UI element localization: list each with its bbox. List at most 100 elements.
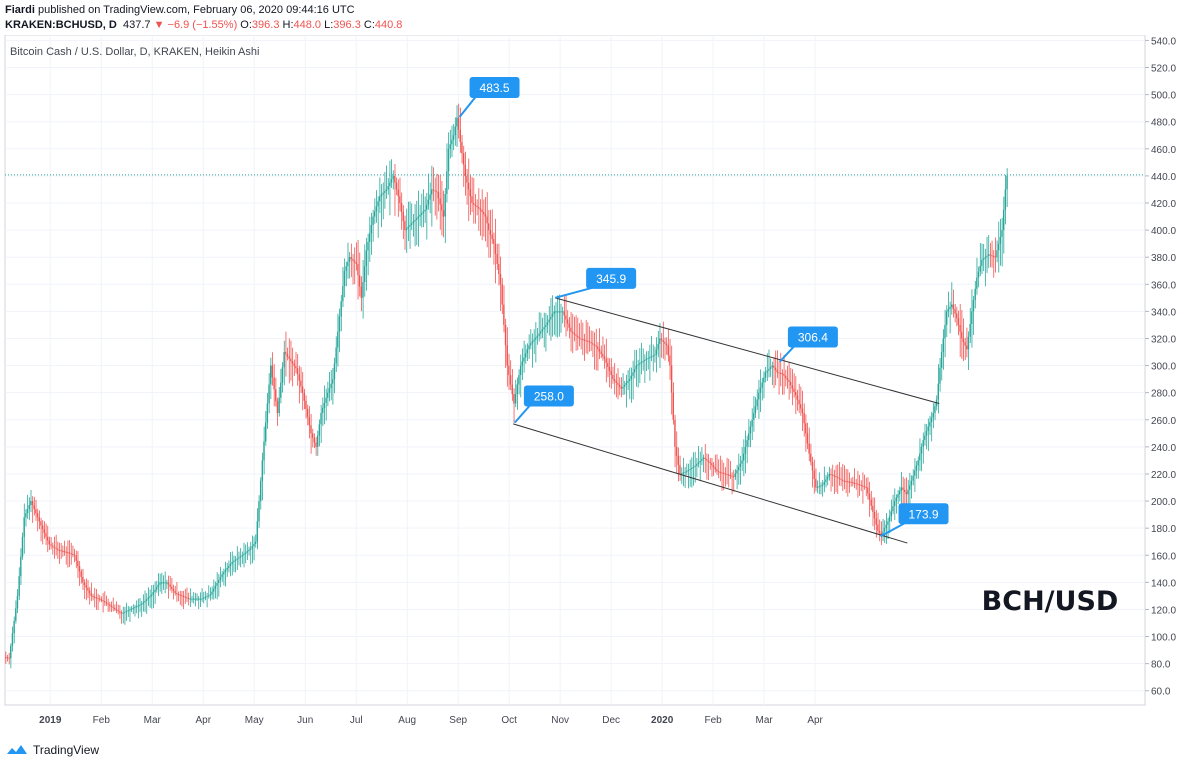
- candle-body: [966, 345, 968, 350]
- candle-body: [449, 144, 451, 149]
- candle-body: [221, 574, 223, 578]
- candle-body: [779, 372, 782, 374]
- plot-frame: [4, 35, 1146, 706]
- candle-body: [984, 257, 986, 259]
- candle-body: [654, 354, 656, 356]
- price-callout-258.0: 258.0: [514, 385, 574, 424]
- candle-body: [373, 211, 376, 217]
- candle-body: [172, 588, 175, 592]
- y-tick-label-11: 280.0: [1151, 389, 1176, 400]
- candle-body: [607, 362, 609, 367]
- candle-body: [214, 585, 217, 589]
- candle-body: [11, 633, 14, 646]
- candle-body: [749, 426, 752, 434]
- candle-body: [105, 602, 108, 604]
- candle-body: [241, 555, 243, 557]
- candle-body: [788, 379, 790, 382]
- candle-body: [51, 545, 54, 547]
- callouts: 483.5 345.9 258.0 306.4 173.9: [458, 76, 949, 538]
- callout-box: [898, 503, 949, 525]
- candle-body: [429, 194, 431, 200]
- candle-body: [50, 544, 52, 546]
- candle-body: [78, 566, 81, 572]
- callout-pointer: [554, 286, 593, 299]
- candle-body: [342, 285, 344, 302]
- y-tick-label-8: 220.0: [1151, 470, 1176, 481]
- candle-body: [394, 175, 396, 183]
- candle-body: [176, 593, 178, 595]
- candle-body: [592, 343, 594, 345]
- candle-body: [982, 258, 985, 260]
- candle-body: [424, 209, 426, 212]
- candle-body: [493, 239, 495, 244]
- footer-brand[interactable]: TradingView: [33, 743, 100, 757]
- down-arrow-icon: ▼: [153, 19, 165, 31]
- candle-body: [987, 254, 990, 256]
- candle-body: [538, 333, 540, 336]
- price-chart[interactable]: Bitcoin Cash / U.S. Dollar, D, KRAKEN, H…: [0, 35, 1200, 740]
- candle-body: [196, 598, 198, 600]
- candle-body: [53, 546, 56, 548]
- price-callout-483.5: 483.5: [458, 76, 520, 118]
- candle-body: [855, 483, 857, 485]
- candle-body: [590, 342, 592, 344]
- candle-body: [558, 311, 560, 313]
- candle-body: [409, 225, 411, 227]
- candle-body: [907, 489, 909, 495]
- candle-body: [565, 315, 567, 320]
- candle-body: [333, 363, 336, 380]
- candle-body: [461, 142, 463, 154]
- candle-body: [957, 318, 960, 325]
- candle-body: [211, 591, 213, 595]
- candle-body: [171, 586, 173, 589]
- candle-body: [157, 584, 160, 588]
- candle-body: [471, 196, 473, 203]
- candle-body: [551, 314, 554, 317]
- candle-body: [615, 381, 617, 383]
- candle-body: [947, 309, 950, 312]
- candle-body: [509, 375, 512, 385]
- candle-body: [67, 552, 69, 554]
- candle-body: [305, 400, 307, 409]
- tradingview-logo-icon: [7, 745, 27, 754]
- candle-body: [264, 422, 267, 442]
- candle-body: [120, 612, 123, 614]
- candle-body: [875, 518, 877, 525]
- candle-body: [994, 256, 997, 258]
- candle-body: [88, 590, 91, 594]
- candle-body: [845, 481, 847, 483]
- candle-body: [774, 367, 777, 371]
- candle-body: [90, 593, 92, 596]
- candle-body: [746, 440, 748, 447]
- close-label: C:: [363, 19, 375, 31]
- candle-body: [662, 340, 664, 342]
- candle-body: [712, 465, 715, 468]
- candle-body: [805, 423, 807, 434]
- candle-body: [432, 189, 435, 191]
- candle-body: [298, 374, 300, 381]
- author-name[interactable]: Fiardi: [5, 4, 35, 16]
- candle-body: [263, 441, 265, 461]
- candle-body: [846, 481, 849, 483]
- y-tick-label-18: 420.0: [1151, 199, 1176, 210]
- candle-body: [642, 361, 644, 363]
- candle-body: [338, 316, 341, 332]
- candle-body: [587, 340, 589, 342]
- candle-body: [187, 597, 190, 599]
- candle-body: [763, 377, 765, 383]
- candle-body: [902, 487, 904, 490]
- candle-body: [778, 372, 780, 374]
- candle-body: [719, 471, 721, 473]
- candle-body: [286, 354, 289, 357]
- x-tick-label-8: Sep: [449, 715, 467, 726]
- candle-body: [800, 404, 802, 409]
- candle-body: [275, 389, 277, 402]
- candle-body: [404, 221, 406, 231]
- candle-body: [40, 521, 42, 526]
- candle-body: [285, 352, 287, 355]
- candle-body: [895, 497, 898, 502]
- candle-body: [372, 216, 374, 226]
- candle-body: [92, 595, 94, 597]
- candle-body: [810, 453, 812, 463]
- candle-body: [377, 201, 379, 207]
